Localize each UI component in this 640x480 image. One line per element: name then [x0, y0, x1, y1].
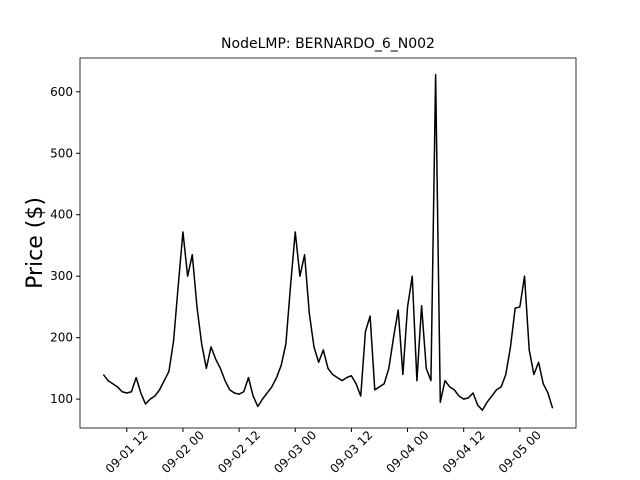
y-axis-label: Price ($) [23, 197, 48, 289]
y-tick-label: 500 [50, 146, 73, 160]
y-tick-label: 300 [50, 269, 73, 283]
y-tick-label: 400 [50, 208, 73, 222]
y-tick-label: 100 [50, 392, 73, 406]
plot-frame [79, 57, 577, 429]
chart-title: NodeLMP: BERNARDO_6_N002 [221, 36, 435, 52]
y-tick-label: 600 [50, 85, 73, 99]
price-line [102, 73, 554, 411]
y-tick-label: 200 [50, 331, 73, 345]
